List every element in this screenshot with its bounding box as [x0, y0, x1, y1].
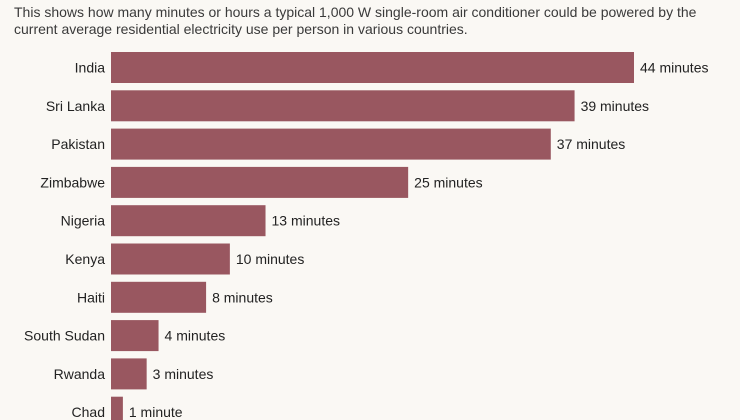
category-label: Pakistan [51, 136, 105, 152]
chart-subtitle: This shows how many minutes or hours a t… [14, 4, 697, 37]
value-label: 37 minutes [557, 136, 625, 152]
value-label: 10 minutes [236, 251, 304, 267]
category-label: Rwanda [54, 366, 106, 382]
category-label: Nigeria [61, 213, 106, 229]
category-label: South Sudan [24, 328, 105, 344]
category-label: Chad [72, 404, 105, 420]
bar-sri-lanka [111, 90, 575, 122]
category-label: Zimbabwe [40, 174, 105, 190]
value-label: 13 minutes [272, 213, 340, 229]
bar-haiti [111, 281, 207, 313]
value-label: 3 minutes [153, 366, 214, 382]
category-label: Sri Lanka [46, 98, 105, 114]
category-label: Kenya [65, 251, 105, 267]
bar-india [111, 52, 634, 83]
value-label: 39 minutes [581, 98, 649, 114]
value-label: 44 minutes [640, 60, 708, 76]
bar-pakistan [111, 128, 551, 160]
value-label: 1 minute [129, 404, 183, 420]
value-label: 8 minutes [212, 289, 273, 305]
value-label: 4 minutes [165, 328, 226, 344]
category-label: Haiti [77, 289, 105, 305]
bar-chad [111, 396, 123, 420]
bar-rwanda [111, 358, 147, 390]
bar-zimbabwe [111, 166, 409, 198]
category-label: India [75, 60, 106, 76]
bar-nigeria [111, 205, 266, 237]
value-label: 25 minutes [414, 174, 482, 190]
bar-kenya [111, 243, 230, 275]
bar-south-sudan [111, 320, 159, 352]
